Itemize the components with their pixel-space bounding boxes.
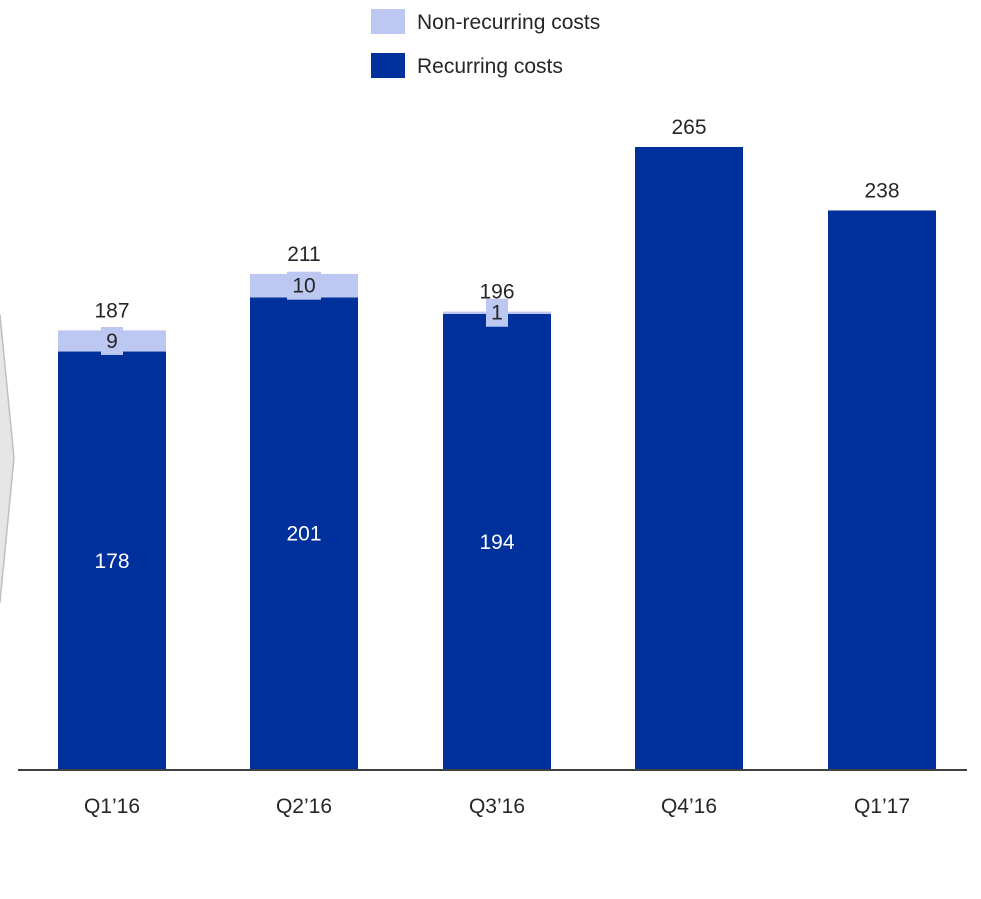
- legend: Non-recurring costs Recurring costs: [371, 9, 600, 78]
- bar-recurring-1: [250, 297, 358, 770]
- legend-swatch-non-recurring: [371, 9, 405, 34]
- data-label-non-recurring-1: 10: [292, 275, 315, 298]
- data-label-non-recurring-2: 1: [491, 302, 503, 325]
- data-label-non-recurring-0: 9: [106, 330, 118, 353]
- data-label-total-4: 238: [864, 179, 899, 202]
- data-label-total-3: 265: [671, 116, 706, 139]
- bar-recurring-0: [58, 351, 166, 770]
- legend-label-recurring: Recurring costs: [417, 55, 563, 78]
- bar-recurring-3: [635, 147, 743, 770]
- legend-swatch-recurring: [371, 53, 405, 78]
- data-label-recurring-2: 194: [479, 531, 514, 554]
- x-tick-label-2: Q3’16: [469, 795, 525, 818]
- chevron-arrow-icon: [0, 314, 15, 603]
- legend-label-non-recurring: Non-recurring costs: [417, 11, 600, 34]
- data-label-recurring-1: 201: [286, 523, 321, 546]
- data-label-box-non-recurring-0: [101, 326, 123, 355]
- data-label-total-2: 196: [479, 281, 514, 304]
- x-tick-label-0: Q1’16: [84, 795, 140, 818]
- data-label-box-non-recurring-2: [486, 298, 508, 327]
- data-label-box-non-recurring-1: [287, 271, 321, 300]
- data-label-total-1: 211: [287, 243, 320, 266]
- x-tick-label-3: Q4’16: [661, 795, 717, 818]
- bar-recurring-2: [443, 313, 551, 770]
- bar-recurring-4: [828, 210, 936, 771]
- x-tick-label-1: Q2’16: [276, 795, 332, 818]
- data-label-recurring-0: 178: [94, 550, 129, 573]
- data-label-total-0: 187: [94, 299, 129, 322]
- x-tick-label-4: Q1’17: [854, 795, 910, 818]
